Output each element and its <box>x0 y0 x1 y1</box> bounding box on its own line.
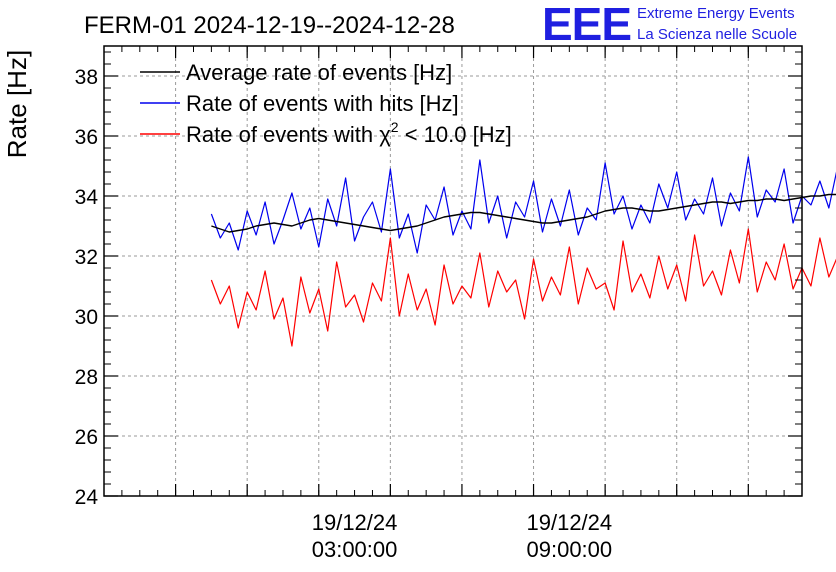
logo-line-2: La Scienza nelle Scuole <box>637 26 797 43</box>
series-layer <box>210 156 836 347</box>
y-tick-label: 30 <box>75 306 98 329</box>
x-tick-label-time: 09:00:00 <box>527 537 613 562</box>
eee-logo: EEE <box>542 0 631 50</box>
legend-label-average: Average rate of events [Hz] <box>186 60 452 85</box>
legend-label-hits: Rate of events with hits [Hz] <box>186 91 459 116</box>
series-average-line <box>211 193 836 233</box>
series-chi2-line <box>210 228 836 347</box>
x-tick-label-date: 19/12/24 <box>527 510 613 535</box>
y-tick-label: 38 <box>75 66 98 89</box>
axis-ticks <box>103 46 803 497</box>
legend-label-chi2: Rate of events with χ2 < 10.0 [Hz] <box>186 119 512 147</box>
y-tick-label: 26 <box>75 426 98 449</box>
plot-frame <box>103 45 803 497</box>
y-tick-label: 34 <box>75 186 99 209</box>
y-tick-label: 32 <box>75 246 98 269</box>
series-hits-line <box>210 156 836 254</box>
grid-lines <box>104 46 802 497</box>
logo-line-1: Extreme Energy Events <box>637 5 795 22</box>
y-tick-label: 28 <box>75 366 98 389</box>
y-axis-label: Rate [Hz] <box>2 50 32 158</box>
x-tick-label-time: 03:00:00 <box>312 537 398 562</box>
x-tick-label-date: 19/12/24 <box>312 510 398 535</box>
y-tick-label: 36 <box>75 126 98 149</box>
chart-title: FERM-01 2024-12-19--2024-12-28 <box>84 12 455 39</box>
y-tick-labels: 24 26 28 30 32 34 36 38 <box>75 66 99 509</box>
y-tick-label: 24 <box>75 486 99 509</box>
legend: Average rate of events [Hz] Rate of even… <box>140 60 512 147</box>
